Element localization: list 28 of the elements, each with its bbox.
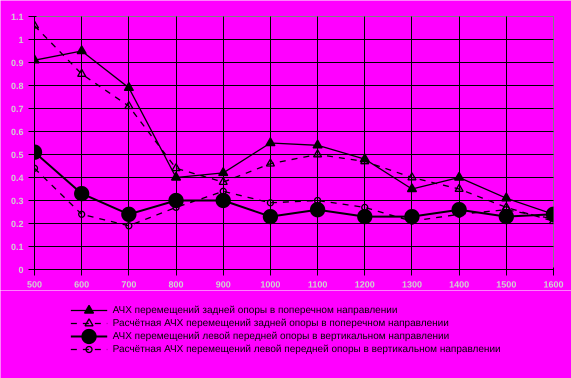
y-tick-label: 1.1 bbox=[10, 12, 24, 22]
y-tick-label: 0.9 bbox=[10, 58, 24, 68]
legend-label: Расчётная АЧХ перемещений левой передней опоры в вертикальном направлении bbox=[112, 344, 501, 355]
x-tick-label: 1100 bbox=[308, 280, 328, 290]
legend-label: АЧХ перемещений задней опоры в поперечном направлении bbox=[112, 305, 398, 316]
x-tick-label: 500 bbox=[26, 280, 42, 290]
x-tick-label: 800 bbox=[168, 280, 184, 290]
x-tick-label: 1400 bbox=[449, 280, 470, 290]
x-tick-label: 1300 bbox=[402, 280, 422, 290]
x-tick-label: 900 bbox=[216, 280, 231, 290]
y-tick-label: 0.5 bbox=[10, 150, 24, 160]
x-tick-label: 700 bbox=[121, 280, 136, 290]
x-tick-label: 1000 bbox=[260, 280, 280, 290]
y-tick-label: 0.1 bbox=[10, 242, 24, 252]
y-tick-label: 0.6 bbox=[10, 127, 24, 137]
y-tick-label: 0.8 bbox=[10, 81, 24, 91]
x-tick-label: 1600 bbox=[543, 280, 564, 290]
x-tick-label: 1200 bbox=[354, 280, 375, 290]
legend-label: Расчётная АЧХ перемещений задней опоры в поперечном направлении bbox=[112, 318, 449, 329]
x-tick-label: 1500 bbox=[496, 280, 516, 290]
y-tick-label: 1 bbox=[18, 35, 24, 45]
y-tick-label: 0.7 bbox=[10, 104, 24, 114]
y-tick-label: 0.3 bbox=[10, 196, 24, 206]
y-tick-label: 0.2 bbox=[10, 219, 24, 229]
legend-label: АЧХ перемещений левой передней опоры в вертикальном направлении bbox=[112, 331, 450, 342]
y-tick-label: 0.4 bbox=[10, 173, 24, 183]
x-tick-label: 600 bbox=[74, 280, 90, 290]
y-tick-label: 0 bbox=[18, 265, 24, 275]
